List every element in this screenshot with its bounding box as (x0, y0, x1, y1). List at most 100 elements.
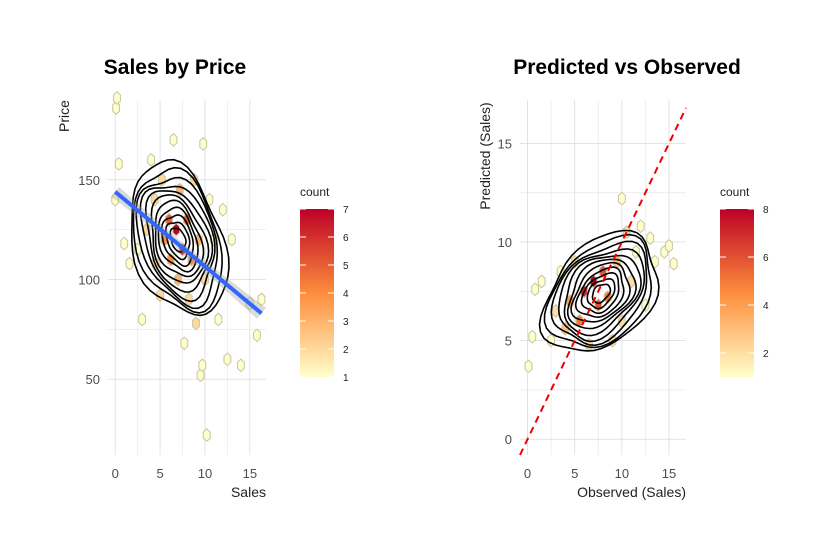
density-contour (557, 248, 646, 343)
density-contours-left (130, 158, 230, 317)
legend-tick-label: 2 (343, 345, 349, 356)
density-contour (563, 254, 642, 337)
legend-tick-label: 2 (763, 349, 769, 360)
y-tick-label: 10 (498, 235, 512, 250)
density-contour (135, 176, 219, 310)
hexbin (227, 232, 236, 247)
hexbin (665, 238, 673, 253)
y-tick-label: 5 (505, 334, 512, 349)
hexbin (641, 298, 650, 313)
density-contour (538, 229, 660, 352)
legend-colorbar (720, 209, 754, 377)
density-contour (150, 194, 210, 284)
density-contour (586, 277, 616, 310)
density-contour (130, 158, 230, 317)
density-contour (157, 206, 199, 273)
y-tick-label: 15 (498, 136, 512, 151)
y-tick-label: 50 (86, 372, 100, 387)
legend-title-right: count (720, 185, 750, 199)
legend-tick-label: 4 (343, 289, 349, 300)
legend-tick-label: 8 (763, 205, 769, 216)
hexbins-right (524, 191, 678, 374)
legend-tick-label: 3 (343, 317, 349, 328)
hexbin (174, 272, 182, 287)
panel-predicted-vs-observed: Predicted vs Observed Predicted (Sales) … (477, 56, 769, 500)
hexbin (114, 156, 123, 171)
grid-left (108, 100, 266, 455)
density-contour (543, 233, 653, 349)
hexbin (192, 316, 200, 331)
density-contour (574, 266, 625, 319)
hexbin (172, 222, 181, 237)
legend-title-left: count (300, 185, 330, 199)
hexbins-left (111, 91, 266, 443)
hexbin (524, 359, 533, 374)
hexbin (169, 132, 178, 147)
hexbin (112, 101, 121, 115)
legend-tick-label: 4 (763, 301, 769, 312)
legend-tick-label: 7 (343, 205, 349, 216)
density-contour (580, 271, 620, 315)
hexbin (617, 191, 626, 206)
regression-line-group (111, 187, 266, 319)
density-contours-right (538, 229, 660, 352)
legend-tick-label: 6 (763, 253, 769, 264)
y-tick-label: 150 (78, 173, 100, 188)
hexbin (257, 292, 266, 307)
hexbin (120, 236, 129, 251)
legend-tick-label: 6 (343, 233, 349, 244)
hexbin (214, 312, 223, 327)
hexbin (223, 352, 232, 367)
density-contour (132, 166, 223, 314)
hexbin (180, 336, 189, 351)
density-contour (169, 227, 187, 253)
density-contour (161, 214, 195, 268)
density-contour (566, 258, 637, 330)
density-contour (154, 199, 205, 278)
hexbin (650, 254, 659, 269)
y-tick-label: 0 (505, 432, 512, 447)
identity-line (519, 107, 687, 456)
legend-left: count 1 2 3 4 5 6 7 (300, 185, 349, 384)
y-tick-label: 100 (78, 272, 100, 287)
hexbin (150, 192, 159, 207)
hexbin (669, 256, 678, 271)
density-contour (164, 221, 191, 261)
x-tick-label: 10 (198, 466, 212, 481)
density-contour (144, 190, 214, 293)
x-tick-label: 5 (571, 466, 578, 481)
chart-title-left: Sales by Price (104, 56, 246, 79)
x-axis-title-right: Observed (Sales) (577, 484, 686, 500)
hexbin (594, 298, 603, 313)
hexbin (198, 358, 207, 373)
legend-tick-label: 1 (343, 373, 349, 384)
hexbin (125, 256, 134, 271)
panel-sales-by-price: Sales by Price Price Sales 0 5 10 155010015… (56, 56, 349, 500)
hexbin (113, 91, 121, 105)
hexbin (636, 219, 645, 234)
chart-title-right: Predicted vs Observed (513, 56, 741, 79)
identity-line-group (519, 107, 687, 456)
legend-right: count 2 4 6 8 (720, 185, 769, 377)
x-axis-title-left: Sales (231, 484, 266, 500)
hexbin (236, 358, 245, 373)
hexbin (147, 152, 156, 167)
legend-tick-label: 5 (343, 261, 349, 272)
x-tick-label: 0 (524, 466, 531, 481)
ticks-right: 0 5 10 15 0 5 10 15 (498, 136, 677, 481)
hexbin (184, 292, 193, 307)
x-tick-label: 5 (156, 466, 163, 481)
density-contour (550, 240, 648, 347)
density-contour (570, 261, 631, 323)
x-tick-label: 10 (615, 466, 629, 481)
hexbin (537, 274, 546, 289)
hexbin (199, 136, 208, 151)
ticks-left: 0 5 10 15 50 100 150 (78, 173, 257, 481)
x-tick-label: 0 (112, 466, 119, 481)
hexbin (646, 231, 655, 246)
y-axis-title-right: Predicted (Sales) (477, 102, 493, 209)
density-contour (139, 185, 216, 303)
hexbin (253, 328, 261, 343)
